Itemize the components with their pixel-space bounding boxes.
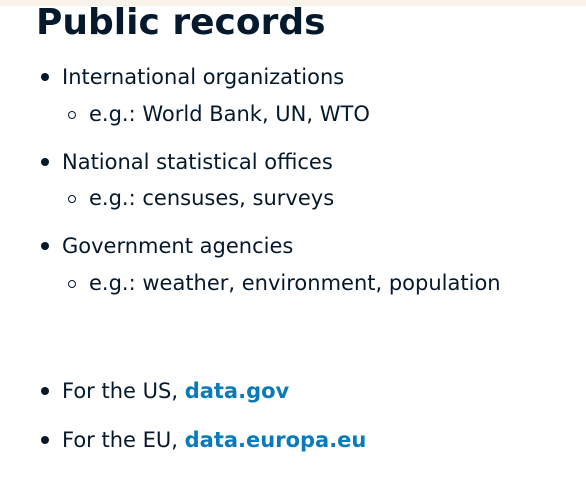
bullet-icon [40,241,50,251]
data-europa-link[interactable]: data.europa.eu [184,428,367,452]
bullet-icon [40,435,50,445]
data-gov-link[interactable]: data.gov [184,379,290,403]
list-item-example: e.g.: censuses, surveys [89,186,335,210]
bullet-icon [40,72,50,82]
list-item-international-organizations: International organizations [62,65,345,89]
link-prefix: For the EU, [62,428,185,452]
top-band [0,0,586,6]
bullet-icon [40,386,50,396]
sub-bullet-icon [67,279,77,289]
sub-bullet-icon [67,110,77,120]
bullet-icon [40,157,50,167]
link-prefix: For the US, [62,379,185,403]
list-item-national-statistical-offices: National statistical offices [62,150,333,174]
list-item-us-data-source: For the US, data.gov [62,378,289,404]
list-item-example: e.g.: weather, environment, population [89,271,501,295]
sub-bullet-icon [67,194,77,204]
list-item-government-agencies: Government agencies [62,234,294,258]
page-title: Public records [36,2,326,43]
list-item-eu-data-source: For the EU, data.europa.eu [62,427,366,453]
list-item-example: e.g.: World Bank, UN, WTO [89,102,370,126]
